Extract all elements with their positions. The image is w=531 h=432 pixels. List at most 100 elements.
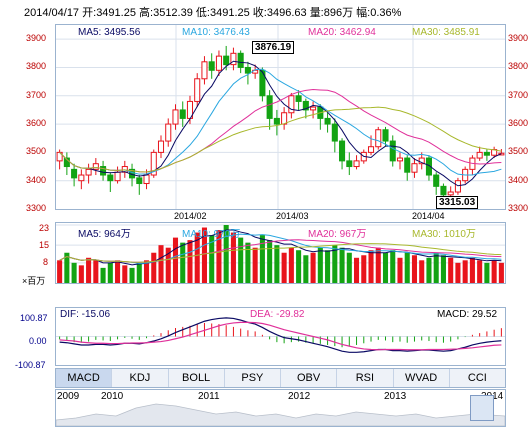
volume-bar <box>404 252 410 283</box>
price-tick-right: 3500 <box>508 146 529 157</box>
dea-line <box>59 321 502 351</box>
timeline-drag-handle[interactable] <box>470 395 494 421</box>
candle-body <box>244 66 251 74</box>
volume-bar <box>296 250 302 283</box>
dif-label: DIF: -15.06 <box>60 309 111 320</box>
price-tick-left: 3800 <box>26 61 47 72</box>
volume-value: 896万 <box>323 7 354 19</box>
volume-bar <box>259 235 265 283</box>
tab-cci[interactable]: CCI <box>467 372 487 384</box>
price-tick-left: 3500 <box>26 146 47 157</box>
volume-bar <box>433 252 439 283</box>
candle-body <box>454 180 461 193</box>
tab-wvad[interactable]: WVAD <box>394 369 450 387</box>
timeline-year: 2012 <box>288 391 311 402</box>
high-callout: 3876.19 <box>252 41 295 54</box>
candle-body <box>179 109 186 119</box>
date-tick: 2014/04 <box>412 211 445 221</box>
candle-body <box>78 174 85 182</box>
timeline-year: 2010 <box>101 391 124 402</box>
price-tick-right: 3700 <box>508 89 529 100</box>
tab-macd[interactable]: MACD <box>56 369 113 387</box>
volume-bar <box>498 262 504 283</box>
volume-bar <box>267 240 273 283</box>
price-tick-left: 3700 <box>26 89 47 100</box>
volume-bar <box>129 267 135 283</box>
ma20-line <box>59 89 502 173</box>
timeline-year: 2009 <box>57 391 80 402</box>
volume-bar <box>165 247 171 283</box>
tab-rsi[interactable]: RSI <box>337 369 394 387</box>
candle-body <box>433 174 440 187</box>
candle-body <box>85 168 92 176</box>
volume-bar <box>426 257 432 283</box>
tab-obv[interactable]: OBV <box>281 369 338 387</box>
volume-bar <box>245 242 251 283</box>
price-ma30-label: MA30: 3485.91 <box>412 27 480 38</box>
candle-body <box>483 151 490 156</box>
close-label: 收: <box>252 7 267 19</box>
vol-ma10-label: MA10: 970万 <box>182 229 241 240</box>
candle-body <box>367 146 375 153</box>
tab-boll[interactable]: BOLL <box>169 369 225 387</box>
candle-body <box>63 157 70 168</box>
volume-bar <box>310 252 316 283</box>
price-tick-left: 3300 <box>26 203 47 213</box>
tab-kdj[interactable]: KDJ <box>112 369 169 387</box>
candle-body <box>346 160 353 168</box>
volume-bar <box>354 257 360 283</box>
volume-bar <box>484 262 490 283</box>
volume-bar <box>201 227 207 283</box>
dif-line <box>59 317 502 353</box>
volume-bar <box>115 260 121 283</box>
volume-bar <box>100 267 106 283</box>
ma30-line <box>59 106 502 173</box>
candle-body <box>100 166 107 176</box>
price-tick-right: 3600 <box>508 118 529 129</box>
candle-body <box>396 157 404 162</box>
macd-tick: -100.87 <box>15 360 46 370</box>
volume-bar <box>339 247 345 283</box>
volume-bar <box>448 257 454 283</box>
close-value: 3496.63 <box>266 7 307 19</box>
volume-chart <box>56 224 505 283</box>
tab-psy[interactable]: PSY <box>225 369 281 387</box>
volume-bar <box>491 260 497 283</box>
volume-bar <box>194 232 200 283</box>
candle-body <box>230 52 237 66</box>
volume-bar <box>462 260 468 283</box>
candle-body <box>288 95 295 114</box>
volume-bar <box>419 260 425 283</box>
volume-bar <box>143 260 150 283</box>
candle-body <box>172 109 179 125</box>
timeline-navigator[interactable]: 2009 2010 2011 2012 2013 2014 <box>55 389 506 427</box>
candle-body <box>331 123 338 142</box>
volume-bar <box>303 255 309 283</box>
volume-bar <box>477 260 483 283</box>
price-chart <box>56 25 505 209</box>
volume-bar <box>172 237 179 283</box>
candle-body <box>121 166 128 173</box>
volume-bar <box>346 252 352 283</box>
candle-body <box>194 78 201 102</box>
volume-bar <box>455 262 461 283</box>
candle-body <box>447 191 454 196</box>
volume-bar <box>274 245 280 283</box>
vol-ma5-label: MA5: 964万 <box>78 229 131 240</box>
low-callout: 3315.03 <box>436 196 479 209</box>
volume-bar <box>440 255 446 283</box>
macd-tick: 100.87 <box>20 313 48 323</box>
volume-bar <box>86 257 92 283</box>
candle-body <box>150 151 157 176</box>
high-value: 3512.39 <box>153 7 193 19</box>
price-tick-right: 3300 <box>508 203 529 213</box>
volume-bar <box>469 257 475 283</box>
volume-bar <box>317 247 323 283</box>
price-tick-right: 3900 <box>508 33 529 44</box>
volume-bar <box>64 252 70 283</box>
candle-body <box>310 106 317 111</box>
candle-body <box>425 157 432 176</box>
volume-bar <box>216 230 222 283</box>
candle-body <box>281 112 288 125</box>
candle-body <box>440 185 447 196</box>
